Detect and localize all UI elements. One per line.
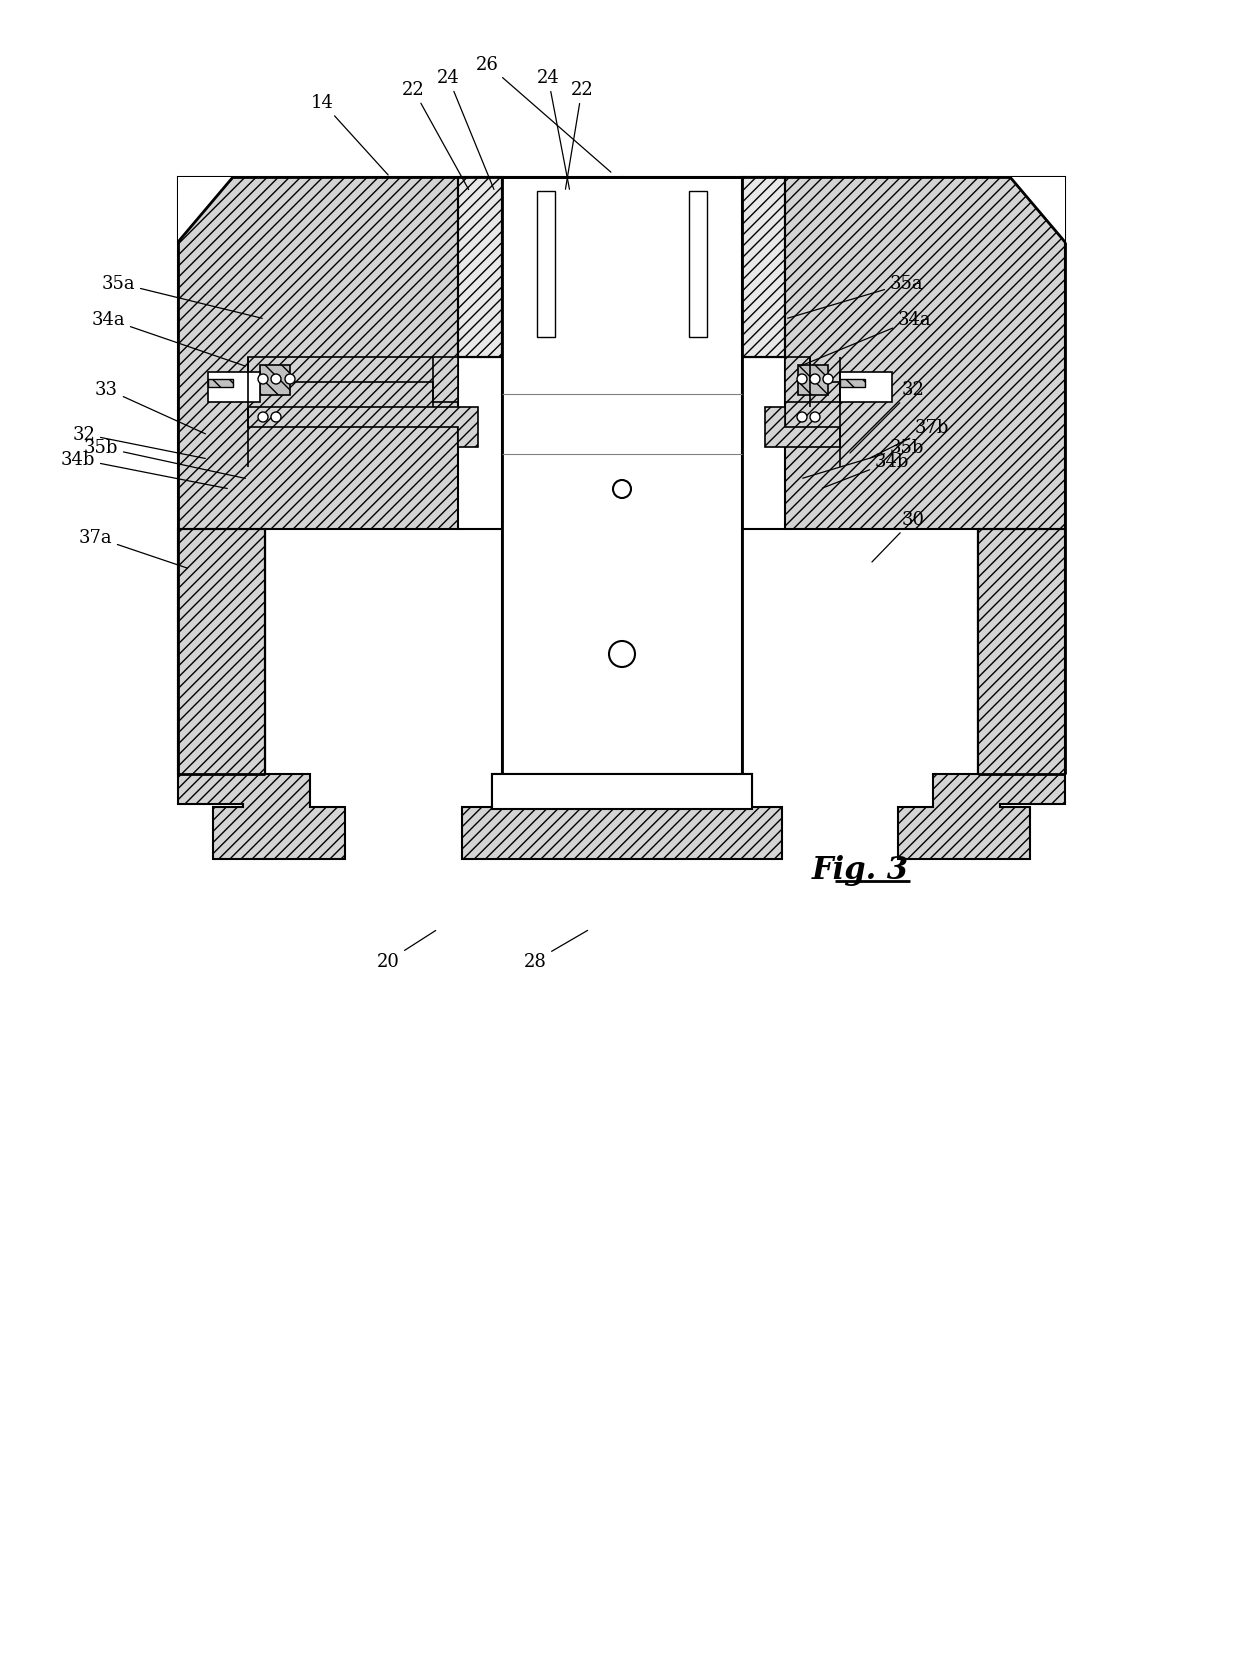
Polygon shape [785, 358, 839, 403]
Text: 37b: 37b [870, 418, 950, 458]
Circle shape [823, 375, 833, 385]
Text: 28: 28 [523, 930, 588, 970]
Circle shape [258, 375, 268, 385]
Text: 14: 14 [310, 94, 388, 176]
Polygon shape [179, 177, 622, 775]
Text: 35b: 35b [83, 438, 246, 478]
Polygon shape [248, 408, 477, 448]
Text: 22: 22 [402, 80, 469, 191]
Text: 26: 26 [476, 55, 611, 172]
Polygon shape [179, 177, 233, 243]
Text: 33: 33 [95, 381, 206, 435]
Polygon shape [742, 177, 785, 358]
Polygon shape [458, 177, 502, 358]
Circle shape [258, 413, 268, 423]
Text: 34a: 34a [801, 311, 931, 366]
Text: 35b: 35b [802, 438, 924, 478]
Polygon shape [898, 530, 1065, 860]
Text: 35a: 35a [102, 274, 263, 320]
Polygon shape [839, 373, 892, 403]
Polygon shape [260, 366, 290, 397]
Polygon shape [799, 366, 828, 397]
Text: 24: 24 [537, 69, 569, 191]
Text: 34b: 34b [822, 453, 909, 489]
Polygon shape [208, 373, 260, 403]
Circle shape [613, 480, 631, 499]
Polygon shape [463, 775, 782, 860]
Polygon shape [622, 177, 1065, 775]
Text: 32: 32 [72, 425, 206, 458]
Circle shape [810, 375, 820, 385]
Text: 37a: 37a [78, 529, 187, 569]
Polygon shape [208, 380, 233, 388]
Text: 34b: 34b [61, 450, 227, 489]
Circle shape [272, 375, 281, 385]
Circle shape [609, 642, 635, 668]
Polygon shape [492, 775, 751, 810]
Polygon shape [179, 530, 345, 860]
Text: 22: 22 [565, 80, 594, 191]
Circle shape [272, 413, 281, 423]
Circle shape [285, 375, 295, 385]
Text: Fig. 3: Fig. 3 [811, 853, 909, 885]
Text: 30: 30 [872, 510, 925, 562]
Circle shape [810, 413, 820, 423]
Text: 35a: 35a [787, 274, 924, 320]
Circle shape [797, 375, 807, 385]
Text: 24: 24 [436, 69, 494, 191]
Text: 32: 32 [849, 381, 925, 453]
Polygon shape [765, 408, 839, 448]
Polygon shape [839, 380, 866, 388]
Text: 20: 20 [377, 930, 435, 970]
Circle shape [797, 413, 807, 423]
Polygon shape [689, 192, 707, 338]
Polygon shape [537, 192, 556, 338]
Polygon shape [502, 177, 742, 775]
Polygon shape [248, 358, 458, 403]
Polygon shape [1011, 177, 1065, 243]
Text: 34a: 34a [92, 311, 246, 366]
